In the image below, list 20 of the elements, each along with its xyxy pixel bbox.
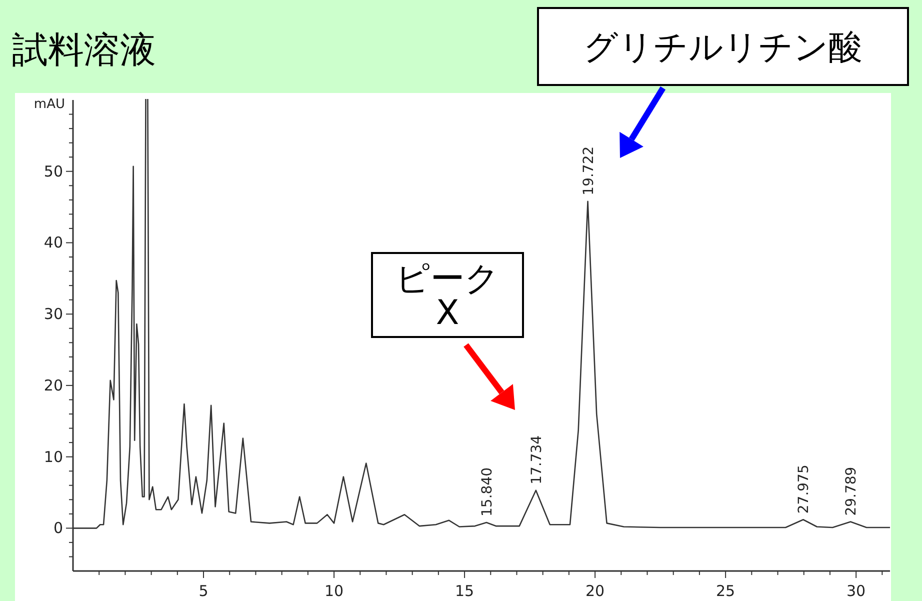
- annotation: 15.840: [479, 467, 496, 516]
- x-tick-label: 5: [198, 582, 208, 600]
- y-tick-label: 20: [44, 376, 63, 394]
- annotation: ピーク X: [396, 259, 500, 333]
- x-tick-label: 10: [324, 582, 344, 600]
- annotation: 27.975: [796, 464, 812, 514]
- y-tick-label: 40: [44, 234, 63, 252]
- y-tick-label: 50: [44, 162, 63, 180]
- annotation: 17.734: [528, 435, 545, 484]
- y-tick-label: 10: [44, 448, 63, 466]
- x-tick-label: 15: [454, 582, 474, 600]
- chart-title: 試料溶液: [12, 30, 156, 71]
- y-axis-title: mAU: [34, 97, 65, 112]
- x-tick-label: 25: [716, 582, 736, 600]
- annotation: 29.789: [844, 466, 860, 516]
- x-tick-label: 20: [586, 582, 605, 600]
- y-tick-label: 30: [44, 305, 63, 324]
- annotation: 19.722: [580, 146, 597, 196]
- x-tick-label: 30: [846, 582, 866, 600]
- y-tick-label: 0: [53, 519, 63, 538]
